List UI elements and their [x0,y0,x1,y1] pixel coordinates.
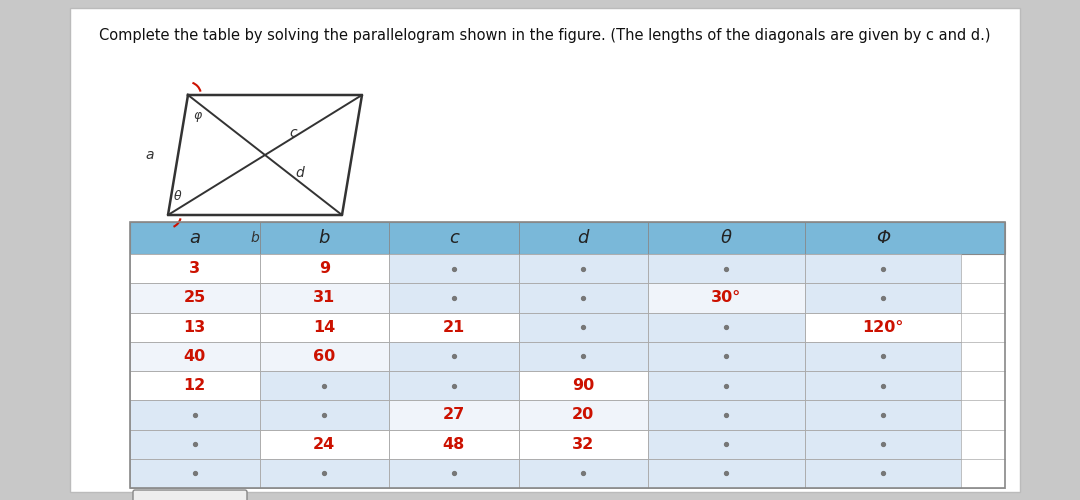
FancyBboxPatch shape [805,254,961,283]
Text: 21: 21 [443,320,464,334]
FancyBboxPatch shape [259,312,389,342]
Text: 40: 40 [184,349,206,364]
FancyBboxPatch shape [130,371,259,400]
Text: 3: 3 [189,261,200,276]
FancyBboxPatch shape [648,459,805,488]
FancyBboxPatch shape [389,342,518,371]
Text: 20: 20 [572,408,594,422]
FancyBboxPatch shape [648,254,805,283]
FancyBboxPatch shape [259,400,389,430]
Text: 13: 13 [184,320,206,334]
Text: 48: 48 [443,436,464,452]
FancyBboxPatch shape [805,371,961,400]
Text: d: d [578,229,589,247]
FancyBboxPatch shape [259,371,389,400]
FancyBboxPatch shape [130,342,259,371]
Text: 27: 27 [443,408,464,422]
FancyBboxPatch shape [518,430,648,459]
FancyBboxPatch shape [805,342,961,371]
FancyBboxPatch shape [805,312,961,342]
FancyBboxPatch shape [259,430,389,459]
FancyBboxPatch shape [648,430,805,459]
Text: 32: 32 [572,436,594,452]
FancyBboxPatch shape [130,222,1005,254]
FancyBboxPatch shape [648,400,805,430]
Text: 9: 9 [319,261,329,276]
Text: 60: 60 [313,349,336,364]
Text: 25: 25 [184,290,206,306]
Text: 31: 31 [313,290,336,306]
Text: θ: θ [174,190,181,203]
FancyBboxPatch shape [259,459,389,488]
FancyBboxPatch shape [389,312,518,342]
FancyBboxPatch shape [648,283,805,312]
Text: 14: 14 [313,320,336,334]
Text: Φ: Φ [876,229,890,247]
FancyBboxPatch shape [259,342,389,371]
FancyBboxPatch shape [518,312,648,342]
FancyBboxPatch shape [130,430,259,459]
FancyBboxPatch shape [130,254,259,283]
Text: a: a [189,229,200,247]
FancyBboxPatch shape [130,400,259,430]
FancyBboxPatch shape [805,459,961,488]
Text: 24: 24 [313,436,336,452]
FancyBboxPatch shape [130,459,259,488]
Text: a: a [146,148,154,162]
Text: b: b [319,229,329,247]
Text: d: d [296,166,305,180]
FancyBboxPatch shape [389,400,518,430]
Text: 12: 12 [184,378,206,393]
FancyBboxPatch shape [805,430,961,459]
FancyBboxPatch shape [518,254,648,283]
FancyBboxPatch shape [389,283,518,312]
FancyBboxPatch shape [648,342,805,371]
FancyBboxPatch shape [389,430,518,459]
Text: c: c [449,229,459,247]
FancyBboxPatch shape [130,283,259,312]
FancyBboxPatch shape [518,459,648,488]
FancyBboxPatch shape [130,312,259,342]
FancyBboxPatch shape [70,8,1020,492]
FancyBboxPatch shape [259,254,389,283]
Text: θ: θ [720,229,732,247]
Text: c: c [289,126,297,140]
Text: b: b [251,231,259,245]
FancyBboxPatch shape [389,459,518,488]
FancyBboxPatch shape [518,283,648,312]
FancyBboxPatch shape [648,371,805,400]
Text: Complete the table by solving the parallelogram shown in the figure. (The length: Complete the table by solving the parall… [99,28,990,43]
FancyBboxPatch shape [518,371,648,400]
FancyBboxPatch shape [389,371,518,400]
FancyBboxPatch shape [648,312,805,342]
FancyBboxPatch shape [805,283,961,312]
FancyBboxPatch shape [518,400,648,430]
Text: φ: φ [194,108,202,122]
FancyBboxPatch shape [389,254,518,283]
Text: 120°: 120° [862,320,904,334]
FancyBboxPatch shape [259,283,389,312]
FancyBboxPatch shape [518,342,648,371]
Text: 90: 90 [572,378,594,393]
Text: 30°: 30° [712,290,742,306]
FancyBboxPatch shape [133,490,247,500]
FancyBboxPatch shape [805,400,961,430]
